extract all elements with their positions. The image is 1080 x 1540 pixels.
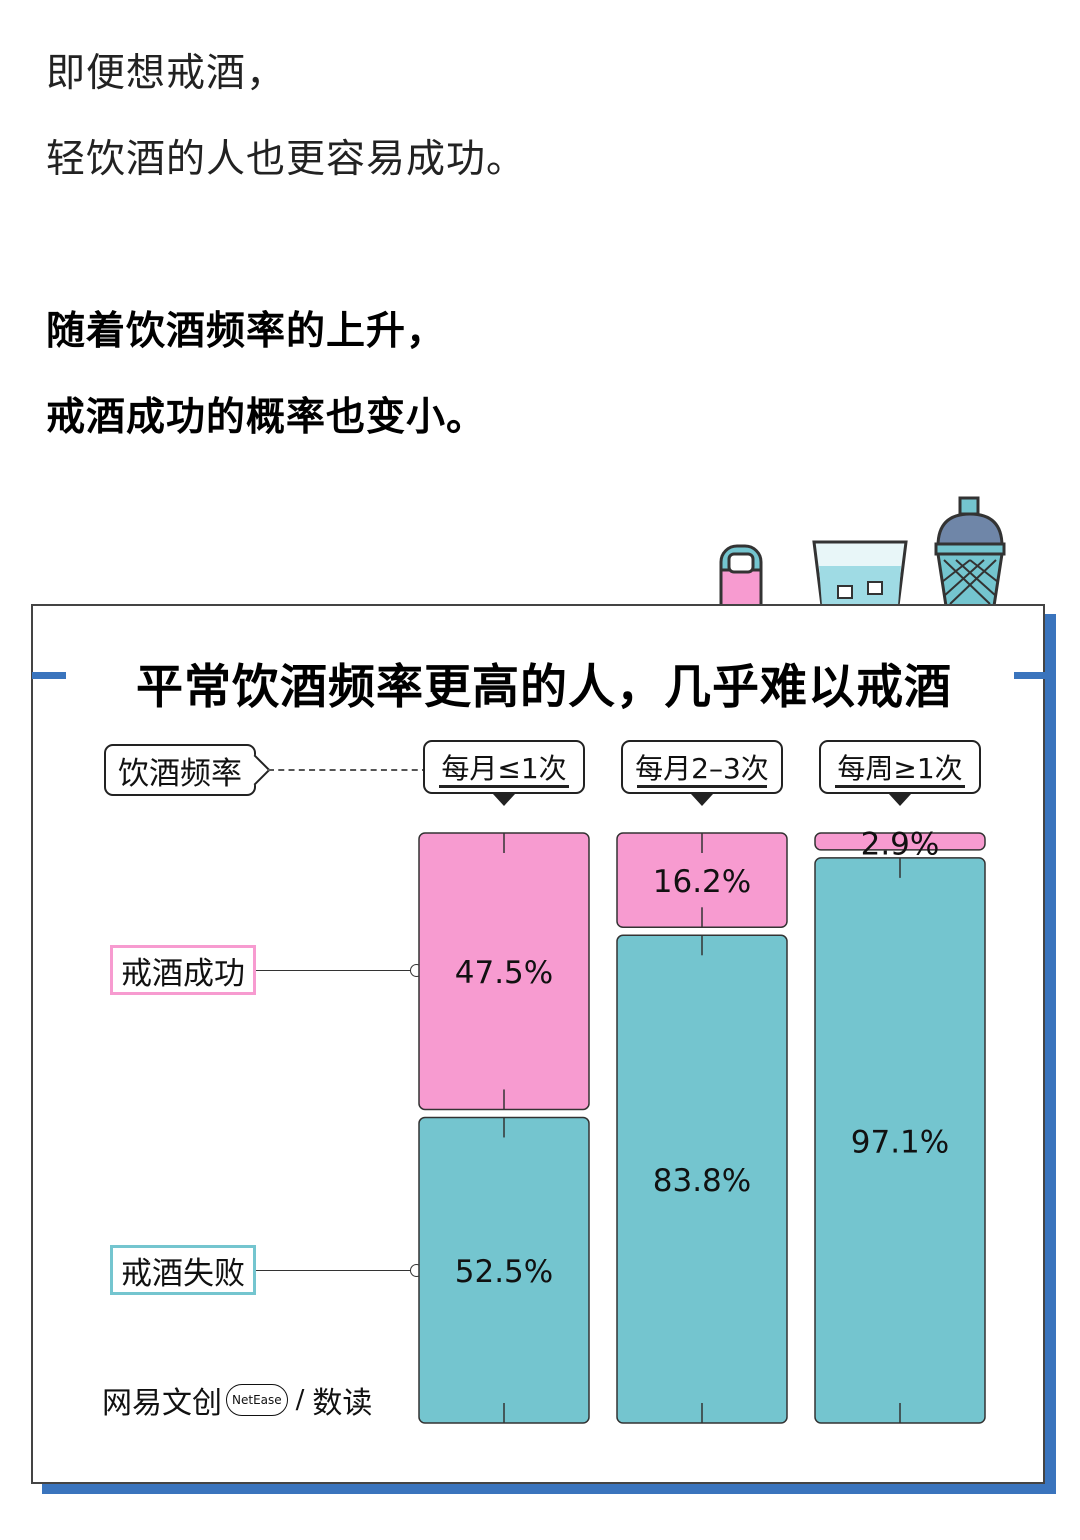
legend-success-leader xyxy=(256,970,412,971)
chart-title: 平常饮酒频率更高的人，几乎难以戒酒 xyxy=(136,660,952,715)
tag-underline xyxy=(439,785,569,788)
intro-line-3: 随着饮酒频率的上升， xyxy=(46,309,447,354)
tag-underline xyxy=(835,785,965,788)
brand-right: 数读 xyxy=(312,1386,373,1421)
label-success-1: 16.2% xyxy=(653,864,751,900)
brand-logo: 网易文创 NetEase / 数读 xyxy=(102,1378,372,1422)
tag-notch-icon xyxy=(889,794,911,806)
label-success-0: 47.5% xyxy=(455,955,553,991)
category-tag-label: 每月≤1次 xyxy=(441,752,567,785)
legend-success: 戒酒成功 xyxy=(110,945,256,995)
label-failure-2: 97.1% xyxy=(851,1124,949,1160)
glass-icon xyxy=(812,540,908,606)
category-label: 饮酒频率 xyxy=(118,755,242,792)
category-tag-0: 每月≤1次 xyxy=(423,740,585,806)
tag-notch-icon xyxy=(493,794,515,806)
intro-line-4: 戒酒成功的概率也变小。 xyxy=(46,395,487,440)
label-success-2: 2.9% xyxy=(861,826,940,862)
legend-failure: 戒酒失败 xyxy=(110,1245,256,1295)
category-label-tag: 饮酒频率 xyxy=(104,744,271,796)
category-dashed-line xyxy=(268,769,428,771)
intro-line-1: 即便想戒酒， xyxy=(46,51,287,96)
brand-sep: / xyxy=(295,1385,305,1415)
tag-notch-icon xyxy=(691,794,713,806)
category-tag-1: 每月2–3次 xyxy=(621,740,783,806)
label-failure-0: 52.5% xyxy=(455,1254,553,1290)
category-tag-label: 每周≥1次 xyxy=(837,752,963,785)
category-tag-label: 每月2–3次 xyxy=(635,752,769,785)
intro-line-2: 轻饮酒的人也更容易成功。 xyxy=(46,137,527,182)
bottle-opener-icon xyxy=(719,544,763,606)
brand-left: 网易文创 xyxy=(102,1386,222,1421)
legend-failure-leader xyxy=(256,1270,412,1271)
category-tag-2: 每周≥1次 xyxy=(819,740,981,806)
bar-success-2 xyxy=(814,832,986,851)
brand-badge: NetEase xyxy=(226,1384,288,1416)
shaker-icon xyxy=(934,496,1006,606)
label-failure-1: 83.8% xyxy=(653,1163,751,1199)
title-dash-right xyxy=(1014,672,1048,679)
tag-underline xyxy=(637,785,767,788)
title-dash-left xyxy=(32,672,66,679)
